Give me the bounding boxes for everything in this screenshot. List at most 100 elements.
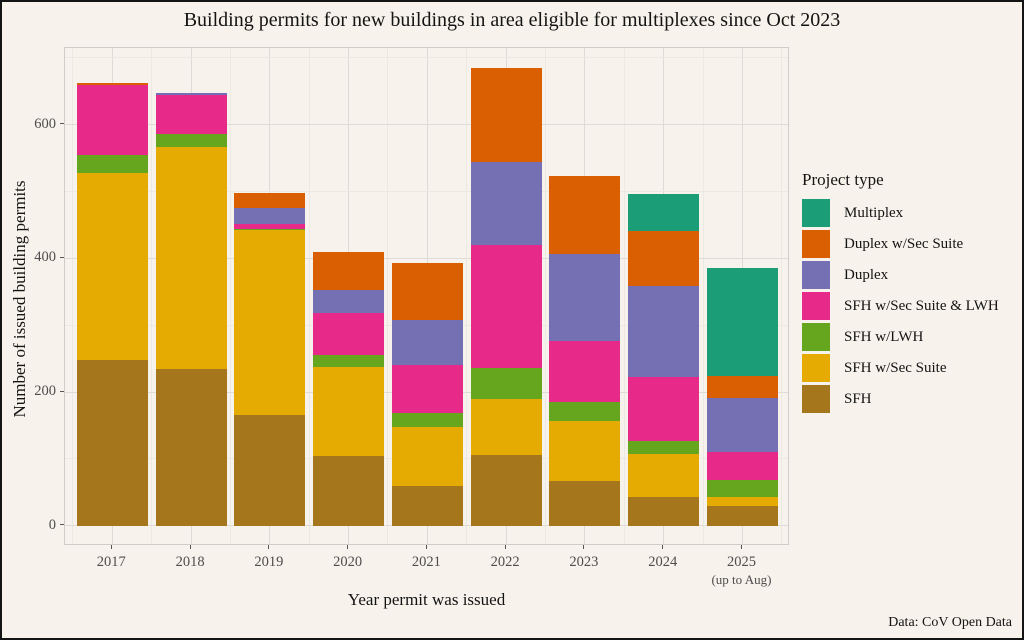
x-tick-label: 2018 [175, 554, 205, 570]
bar-segment [706, 480, 778, 497]
x-tick-mark [268, 545, 270, 549]
bar-segment [706, 398, 778, 453]
bar-segment [628, 285, 700, 378]
bar-segment [628, 230, 700, 286]
legend-item-label: SFH w/Sec Suite & LWH [844, 297, 999, 314]
gridline-minor-v [781, 48, 783, 544]
gridline-minor-v [545, 48, 547, 544]
bar-segment [76, 82, 148, 85]
bar-segment [391, 319, 463, 366]
legend-key-swatch [802, 323, 830, 351]
y-tick-mark [60, 390, 64, 392]
x-axis-note: (up to Aug) [711, 572, 772, 587]
y-axis-title: Number of issued building permits [10, 180, 29, 418]
y-tick-label: 600 [34, 115, 56, 132]
bar-segment [549, 480, 621, 526]
bar-segment [706, 496, 778, 507]
bar-segment [391, 365, 463, 414]
gridline-minor-v [623, 48, 625, 544]
bar-segment [628, 454, 700, 497]
gridline-minor-h [65, 191, 788, 193]
y-tick-label: 400 [34, 249, 56, 266]
bar-segment [391, 427, 463, 487]
x-tick-mark [504, 545, 506, 549]
bar-segment [549, 402, 621, 422]
bar-segment [76, 172, 148, 360]
legend-item: SFH w/Sec Suite & LWH [802, 292, 1022, 320]
bar-segment [391, 413, 463, 428]
x-tick-mark [740, 545, 742, 549]
gridline-minor-h [65, 57, 788, 59]
gridline-major-h [65, 124, 788, 126]
legend-item-label: Duplex w/Sec Suite [844, 235, 964, 252]
chart-title: Building permits for new buildings in ar… [183, 9, 841, 31]
bar-segment [549, 176, 621, 254]
legend-item: Multiplex [802, 199, 1022, 227]
x-tick-label: 2022 [490, 554, 520, 570]
legend-items: Multiplex Duplex w/Sec Suite Duplex SFH w/S… [802, 199, 1022, 413]
bar-segment [628, 194, 700, 231]
x-tick-mark [110, 545, 112, 549]
bar-segment [234, 415, 306, 526]
bar-segment [549, 421, 621, 481]
bar-segment [313, 366, 385, 457]
y-tick-mark [60, 256, 64, 258]
bar-segment [155, 147, 227, 370]
bar-segment [155, 92, 227, 95]
bar-segment [155, 94, 227, 135]
legend-item: Duplex w/Sec Suite [802, 230, 1022, 258]
y-tick-mark [60, 524, 64, 526]
legend-item-label: SFH [844, 390, 872, 407]
plot-panel [64, 47, 789, 545]
x-tick-label: 2017 [96, 554, 126, 570]
gridline-minor-v [72, 48, 74, 544]
legend-key-swatch [802, 385, 830, 413]
bar-segment [234, 228, 306, 231]
legend-item: SFH w/Sec Suite [802, 354, 1022, 382]
bar-segment [706, 452, 778, 481]
bar-segment [155, 134, 227, 148]
legend-item: SFH w/LWH [802, 323, 1022, 351]
legend-key-swatch [802, 261, 830, 289]
x-tick-label: 2019 [254, 554, 284, 570]
legend-key-swatch [802, 230, 830, 258]
x-tick-label: 2020 [333, 554, 363, 570]
bar-segment [470, 398, 542, 455]
bar-segment [313, 354, 385, 367]
bar-segment [470, 67, 542, 163]
legend-title: Project type [802, 170, 884, 189]
x-tick-mark [347, 545, 349, 549]
legend-item: Duplex [802, 261, 1022, 289]
x-tick-label: 2023 [569, 554, 599, 570]
bar-segment [628, 377, 700, 441]
bar-segment [549, 253, 621, 341]
bar-segment [313, 289, 385, 313]
bar-segment [234, 192, 306, 209]
legend-item: SFH [802, 385, 1022, 413]
y-tick-mark [60, 123, 64, 125]
bar-segment [391, 486, 463, 526]
y-tick-label: 0 [48, 516, 56, 533]
bar-segment [76, 84, 148, 155]
bar-segment [706, 376, 778, 399]
bar-segment [706, 506, 778, 526]
bar-segment [470, 162, 542, 245]
legend-key-swatch [802, 292, 830, 320]
bar-segment [155, 369, 227, 526]
x-tick-label: 2025 [726, 554, 756, 570]
legend-item-label: SFH w/Sec Suite [844, 359, 947, 376]
x-axis-title: Year permit was issued [347, 590, 506, 609]
bar-segment [76, 359, 148, 526]
legend-key-swatch [802, 354, 830, 382]
bar-segment [313, 456, 385, 526]
gridline-major-h [65, 257, 788, 259]
bar-segment [234, 230, 306, 416]
bar-segment [313, 312, 385, 355]
bar-segment [628, 440, 700, 455]
x-tick-mark [583, 545, 585, 549]
data-source-caption: Data: CoV Open Data [888, 615, 1012, 630]
legend-item-label: Duplex [844, 266, 889, 283]
gridline-minor-v [151, 48, 153, 544]
legend-item-label: Multiplex [844, 204, 904, 221]
